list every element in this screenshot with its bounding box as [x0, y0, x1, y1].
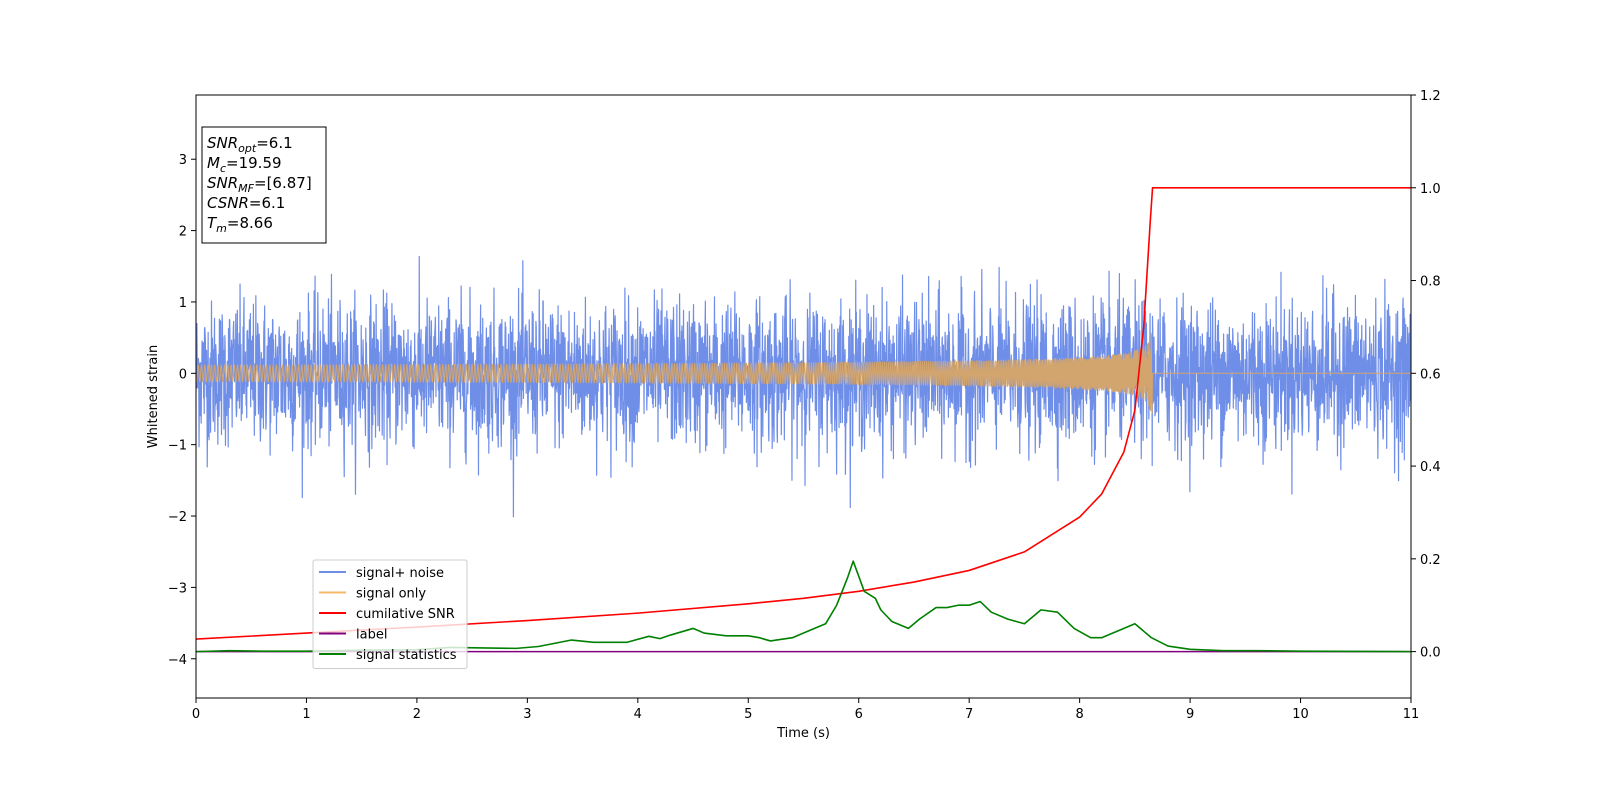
series-cumilative-snr — [196, 186, 1411, 640]
y-tick-label: −3 — [168, 581, 187, 596]
x-tick-label: 8 — [1075, 707, 1083, 722]
legend-frame — [312, 559, 468, 669]
series-signal-only — [196, 332, 1411, 414]
legend-label: cumilative SNR — [356, 607, 455, 622]
legend-label: signal statistics — [356, 648, 457, 663]
y-axis-right: 0.0 0.2 0.4 0.6 0.8 1.0 1.2 — [1411, 89, 1441, 661]
series-signal-noise — [196, 255, 1411, 518]
info-line: CSNR=6.1 — [207, 194, 285, 212]
legend-label: signal only — [356, 587, 426, 602]
info-line: SNRMF=[6.87] — [207, 174, 312, 195]
x-axis-label: Time (s) — [776, 726, 830, 741]
x-tick-label: 7 — [965, 707, 973, 722]
info-line: Mc=19.59 — [207, 154, 282, 175]
info-line: Tm=8.66 — [207, 214, 273, 235]
x-tick-label: 2 — [413, 707, 421, 722]
y2-tick-label: 0.6 — [1420, 367, 1441, 382]
y2-tick-label: 1.2 — [1420, 89, 1441, 104]
x-tick-label: 3 — [523, 707, 531, 722]
y-tick-label: −4 — [168, 653, 187, 668]
y2-tick-label: 0.4 — [1420, 460, 1441, 475]
legend-label: signal+ noise — [356, 566, 444, 581]
x-tick-label: 9 — [1186, 707, 1194, 722]
legend-label: label — [356, 628, 387, 643]
y-tick-label: 1 — [179, 296, 187, 311]
y2-tick-label: 0.8 — [1420, 275, 1441, 290]
x-tick-label: 11 — [1403, 707, 1420, 722]
x-tick-label: 10 — [1292, 707, 1309, 722]
y2-tick-label: 1.0 — [1420, 182, 1441, 197]
info-line: SNRopt=6.1 — [207, 134, 293, 155]
x-tick-label: 0 — [192, 707, 200, 722]
y-tick-label: −2 — [168, 510, 187, 525]
x-tick-label: 4 — [634, 707, 642, 722]
y-tick-label: 0 — [179, 367, 187, 382]
legend: signal+ noise signal only cumilative SNR la… — [312, 559, 468, 669]
x-axis: 0 1 2 3 4 5 6 7 8 9 10 11 — [192, 698, 1419, 722]
plot-frame — [195, 94, 1412, 699]
y-tick-label: −1 — [168, 439, 187, 454]
y-axis-left: −4 −3 −2 −1 0 1 2 3 — [168, 153, 196, 668]
y-tick-label: 2 — [179, 225, 187, 240]
series-signal-statistics — [196, 560, 1411, 653]
y2-tick-label: 0.0 — [1420, 646, 1441, 661]
x-tick-label: 5 — [744, 707, 752, 722]
y-tick-label: 3 — [179, 153, 187, 168]
y-axis-label: Whitened strain — [146, 345, 161, 448]
x-tick-label: 6 — [855, 707, 863, 722]
info-box-frame — [201, 126, 327, 244]
x-tick-label: 1 — [302, 707, 310, 722]
y2-tick-label: 0.2 — [1420, 553, 1441, 568]
